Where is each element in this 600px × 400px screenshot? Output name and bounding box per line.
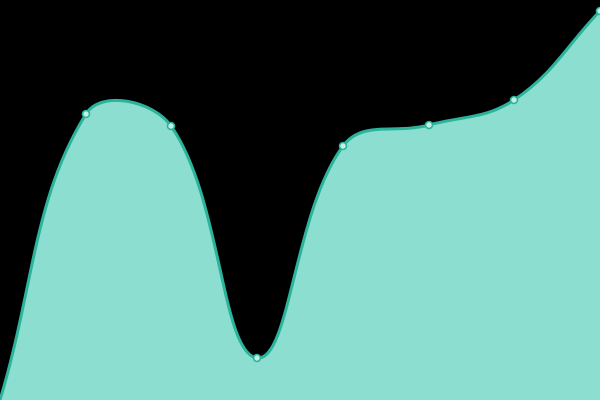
data-point-marker: [424, 120, 434, 130]
data-point-marker: [252, 353, 262, 363]
area-fill: [0, 11, 600, 400]
data-point-marker: [81, 109, 91, 119]
data-point-markers: [81, 6, 600, 363]
data-point-marker: [166, 121, 176, 131]
area-line: [0, 9, 600, 400]
data-point-marker: [338, 141, 348, 151]
data-point-marker: [595, 6, 600, 16]
data-point-marker: [509, 95, 519, 105]
